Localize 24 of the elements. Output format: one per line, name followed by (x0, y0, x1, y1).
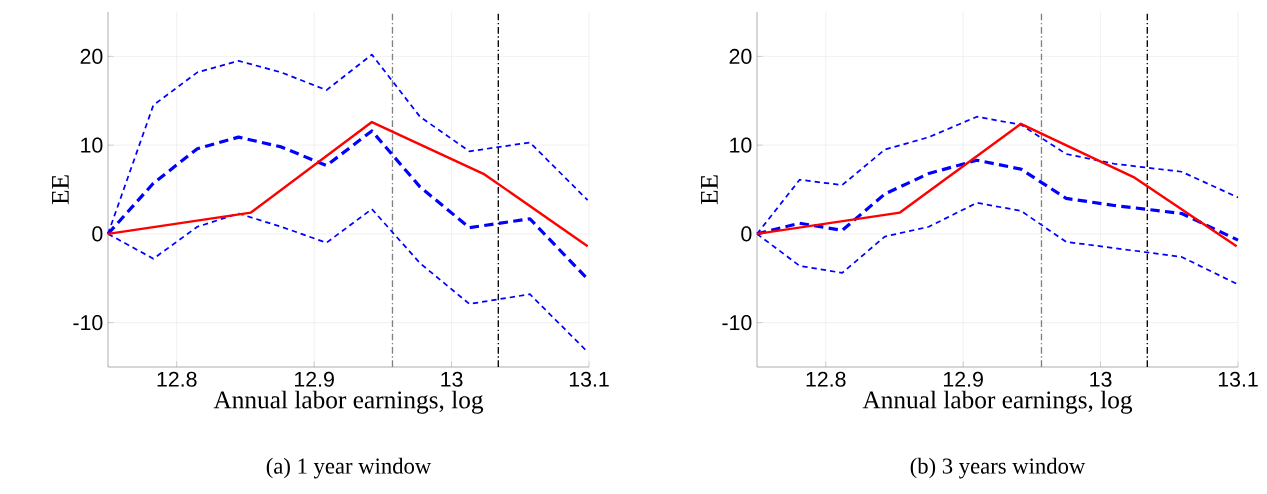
x-tick-label: 12.8 (157, 371, 197, 387)
x-tick-label: 13.1 (569, 371, 609, 387)
text: (b) 3 years window (910, 457, 1086, 479)
y-axis-title: EE (701, 175, 718, 205)
x-tick-label: 12.8 (806, 371, 846, 387)
y-tick-label: -10 (73, 315, 103, 331)
x-tick-label: 12.9 (295, 371, 334, 387)
text: (a) 1 year window (266, 457, 432, 479)
y-tick-label: 10 (81, 137, 103, 153)
y-tick-label: 10 (730, 137, 752, 153)
y-tick-label: 20 (80, 48, 103, 64)
y-tick-label: 0 (741, 226, 752, 242)
y-tick-label: 20 (729, 48, 752, 64)
line-series (106, 120, 589, 248)
x-tick-label: 13 (441, 371, 463, 387)
x-tick-label: 12.9 (944, 371, 983, 387)
y-tick-label: 0 (92, 226, 103, 242)
y-tick-label: -10 (722, 315, 752, 331)
x-axis-title: Annual labor earnings, log (213, 390, 484, 414)
x-tick-label: 13.1 (1218, 371, 1258, 387)
line-series (755, 122, 1238, 248)
x-tick-label: 13 (1090, 371, 1112, 387)
x-axis-title: Annual labor earnings, log (862, 390, 1133, 414)
y-axis-title: EE (52, 175, 69, 205)
